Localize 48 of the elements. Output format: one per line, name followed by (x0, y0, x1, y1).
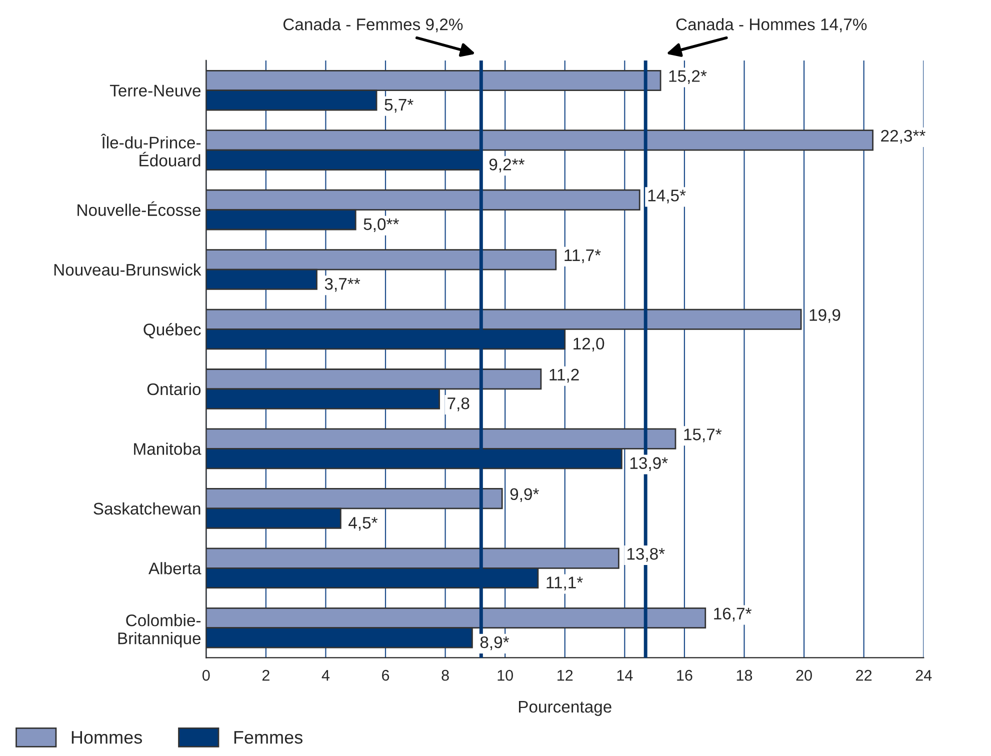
y-tick-label: Saskatchewan (94, 502, 200, 515)
y-tick-label: Alberta (148, 562, 202, 574)
x-tick-label: 24 (916, 670, 932, 681)
x-tick-label: 14 (617, 670, 633, 681)
data-label: 22,3** (881, 130, 926, 144)
data-label: 13,9* (630, 457, 668, 471)
y-tick-label: Nouveau-Brunswick (54, 263, 202, 276)
data-label: 11,1* (546, 576, 583, 590)
ref-line-label: Canada - Hommes 14,7% (676, 18, 867, 32)
y-tick-label: Île-du-Prince- Édouard (100, 134, 201, 166)
data-label: 5,0** (364, 218, 399, 232)
data-label: 4,5* (348, 517, 378, 531)
legend-label: Femmes (234, 731, 302, 744)
data-label: 9,2** (489, 158, 525, 172)
x-tick-label: 4 (322, 670, 330, 681)
y-tick-label: Nouvelle-Écosse (78, 201, 201, 216)
y-tick-label: Ontario (147, 382, 201, 396)
x-tick-label: 16 (677, 670, 692, 681)
data-label: 7,8 (448, 397, 470, 412)
data-label: 8,9* (480, 636, 510, 650)
data-label: 16,7* (714, 608, 752, 622)
y-tick-label: Terre-Neuve (110, 84, 201, 97)
y-tick-label: Colombie- Britannique (118, 614, 201, 648)
legend-label: Hommes (72, 731, 142, 744)
data-label: 19,9 (810, 309, 840, 323)
data-label: 5,7* (384, 99, 414, 113)
x-axis-title: Pourcentage (518, 701, 612, 716)
ref-line-label: Canada - Femmes 9,2% (283, 18, 463, 32)
x-tick-label: 22 (856, 670, 872, 681)
y-tick-label: Manitoba (134, 442, 202, 455)
y-tick-label: Québec (144, 323, 201, 338)
data-label: 11,7* (564, 250, 601, 264)
x-tick-label: 10 (498, 670, 513, 681)
x-tick-label: 8 (442, 670, 449, 681)
data-label: 3,7** (324, 278, 360, 292)
data-label: 15,2* (669, 70, 707, 84)
data-label: 11,2 (550, 368, 579, 383)
data-label: 12,0 (574, 338, 604, 352)
x-tick-label: 20 (796, 670, 812, 681)
x-tick-label: 0 (202, 670, 210, 681)
x-tick-label: 6 (382, 670, 390, 681)
data-label: 15,7* (684, 428, 722, 442)
data-label: 14,5* (648, 190, 686, 204)
x-tick-label: 18 (736, 670, 752, 681)
data-label: 13,8* (627, 548, 665, 562)
data-label: 9,9* (510, 488, 539, 502)
x-tick-label: 12 (558, 670, 573, 681)
x-tick-label: 2 (262, 670, 270, 681)
